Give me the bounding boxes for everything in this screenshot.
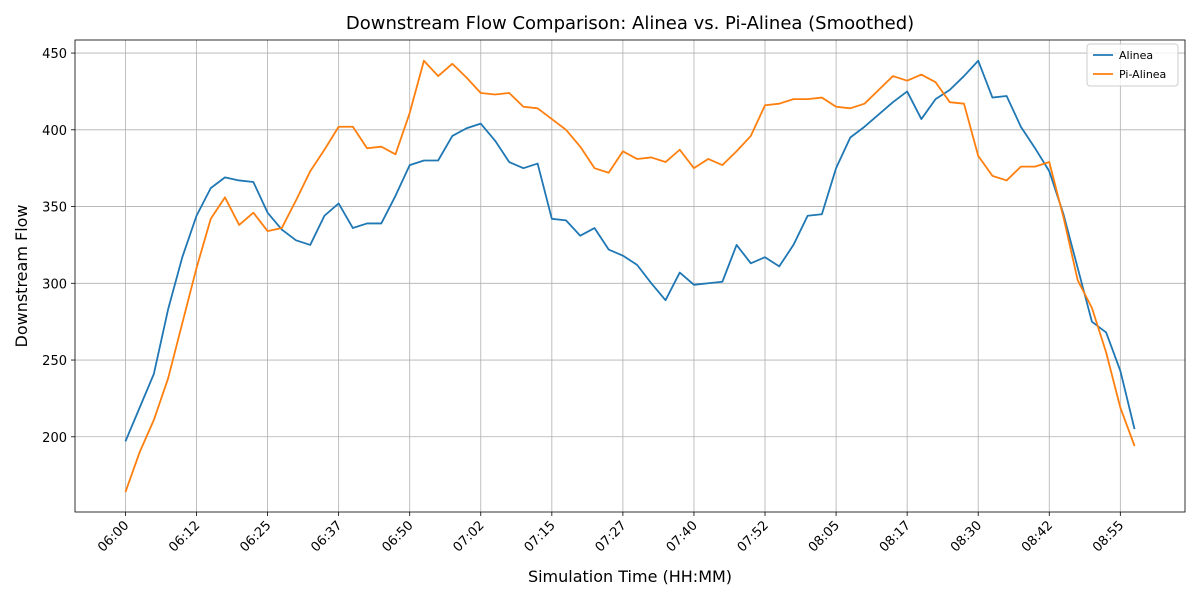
y-tick-label: 450 bbox=[42, 47, 67, 62]
plot-frame bbox=[74, 39, 1186, 513]
line-series bbox=[124, 59, 1136, 493]
x-tick-label: 07:27 bbox=[593, 518, 630, 555]
x-axis-label: Simulation Time (HH:MM) bbox=[528, 567, 732, 586]
x-tick-label: 06:50 bbox=[379, 518, 416, 555]
x-tick-label: 08:17 bbox=[877, 518, 914, 555]
x-tick-label: 08:42 bbox=[1019, 518, 1056, 555]
line-series bbox=[124, 59, 1136, 442]
x-tick-label: 08:30 bbox=[948, 518, 985, 555]
y-tick-label: 250 bbox=[42, 354, 67, 369]
x-tick-label: 08:05 bbox=[806, 518, 843, 555]
legend-label: Alinea bbox=[1119, 49, 1153, 62]
x-tick-label: 06:12 bbox=[166, 518, 203, 555]
y-tick-label: 400 bbox=[42, 124, 67, 139]
y-tick-label: 200 bbox=[42, 431, 67, 446]
legend-label: Pi-Alinea bbox=[1119, 68, 1166, 81]
x-tick-label: 07:52 bbox=[735, 518, 772, 555]
x-tick-label: 08:55 bbox=[1090, 518, 1127, 555]
x-tick-label: 07:02 bbox=[450, 518, 487, 555]
x-tick-label: 07:15 bbox=[522, 518, 559, 555]
x-tick-label: 06:37 bbox=[308, 518, 345, 555]
y-axis-label: Downstream Flow bbox=[12, 204, 31, 347]
x-tick-label: 06:25 bbox=[237, 518, 274, 555]
x-tick-label: 06:00 bbox=[95, 518, 132, 555]
x-tick-label: 07:40 bbox=[664, 518, 701, 555]
y-tick-label: 350 bbox=[42, 201, 67, 216]
chart-title: Downstream Flow Comparison: Alinea vs. P… bbox=[346, 13, 914, 34]
y-tick-label: 300 bbox=[42, 277, 67, 292]
